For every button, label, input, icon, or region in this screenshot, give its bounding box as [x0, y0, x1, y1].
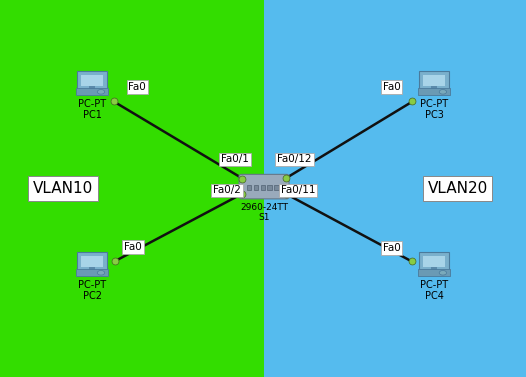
FancyBboxPatch shape	[76, 88, 108, 95]
Ellipse shape	[97, 271, 105, 275]
FancyBboxPatch shape	[261, 185, 265, 190]
FancyBboxPatch shape	[77, 71, 107, 90]
Text: VLAN20: VLAN20	[428, 181, 488, 196]
Text: Fa0: Fa0	[124, 242, 142, 252]
Ellipse shape	[439, 90, 447, 94]
FancyBboxPatch shape	[418, 88, 450, 95]
FancyBboxPatch shape	[76, 269, 108, 276]
FancyBboxPatch shape	[418, 269, 450, 276]
FancyBboxPatch shape	[254, 185, 258, 190]
FancyBboxPatch shape	[89, 267, 95, 271]
FancyBboxPatch shape	[239, 174, 289, 199]
FancyBboxPatch shape	[423, 256, 444, 267]
FancyBboxPatch shape	[89, 86, 95, 90]
FancyBboxPatch shape	[431, 86, 437, 90]
FancyBboxPatch shape	[419, 252, 449, 271]
Bar	[0, 0, 264, 377]
Text: PC-PT
PC3: PC-PT PC3	[420, 99, 448, 120]
FancyBboxPatch shape	[275, 185, 279, 190]
Text: Fa0/11: Fa0/11	[281, 185, 316, 195]
Text: Fa0: Fa0	[382, 243, 400, 253]
Text: Fa0: Fa0	[382, 82, 400, 92]
Text: 2960-24TT
S1: 2960-24TT S1	[240, 203, 288, 222]
Text: Fa0/12: Fa0/12	[277, 155, 312, 164]
Bar	[264, 0, 526, 377]
Text: Fa0: Fa0	[128, 82, 146, 92]
Text: Fa0/2: Fa0/2	[214, 185, 241, 195]
FancyBboxPatch shape	[82, 256, 103, 267]
FancyBboxPatch shape	[247, 185, 251, 190]
Ellipse shape	[97, 90, 105, 94]
Text: PC-PT
PC4: PC-PT PC4	[420, 280, 448, 301]
FancyBboxPatch shape	[82, 75, 103, 86]
Text: PC-PT
PC1: PC-PT PC1	[78, 99, 106, 120]
Text: VLAN10: VLAN10	[33, 181, 93, 196]
Ellipse shape	[439, 271, 447, 275]
FancyBboxPatch shape	[419, 71, 449, 90]
Text: PC-PT
PC2: PC-PT PC2	[78, 280, 106, 301]
FancyBboxPatch shape	[423, 75, 444, 86]
FancyBboxPatch shape	[431, 267, 437, 271]
Text: Fa0/1: Fa0/1	[221, 155, 249, 164]
FancyBboxPatch shape	[77, 252, 107, 271]
FancyBboxPatch shape	[268, 185, 272, 190]
